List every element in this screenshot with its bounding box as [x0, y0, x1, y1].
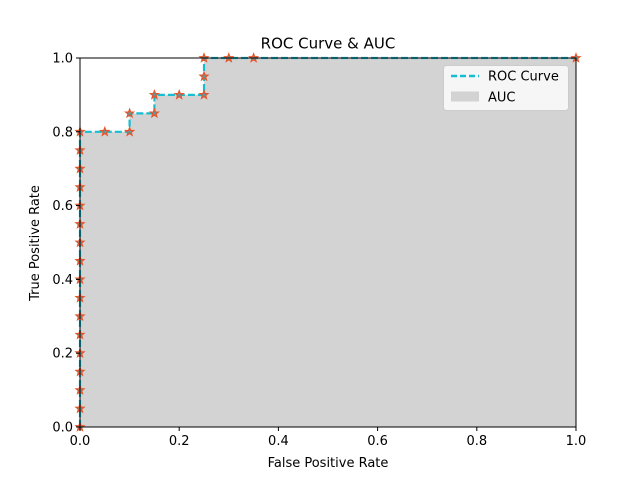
y-tick-label: 0.0 — [52, 421, 73, 436]
roc-point-marker — [198, 70, 210, 82]
auc-area — [80, 58, 576, 427]
x-tick-label: 0.4 — [268, 434, 289, 449]
roc-point-marker — [99, 125, 111, 137]
y-tick-label: 0.4 — [52, 273, 73, 288]
legend-auc-swatch — [451, 91, 479, 102]
legend-auc-label: AUC — [488, 91, 516, 106]
y-tick-label: 1.0 — [52, 52, 73, 67]
x-axis-label: False Positive Rate — [268, 456, 389, 471]
legend-roc-label: ROC Curve — [488, 70, 559, 85]
y-tick-label: 0.8 — [52, 125, 73, 140]
y-tick-label: 0.6 — [52, 199, 73, 214]
x-tick-label: 1.0 — [566, 434, 587, 449]
y-axis-label: True Positive Rate — [28, 185, 43, 302]
x-tick-label: 0.8 — [466, 434, 487, 449]
legend: ROC Curve AUC — [443, 65, 569, 111]
roc-point-marker — [148, 107, 161, 119]
x-tick-label: 0.2 — [169, 434, 190, 449]
roc-point-marker — [123, 125, 136, 137]
roc-point-marker — [123, 107, 136, 119]
roc-point-marker — [148, 88, 161, 100]
y-axis-ticks: 0.0 0.2 0.4 0.6 0.8 1.0 — [52, 52, 80, 436]
chart-title: ROC Curve & AUC — [261, 35, 396, 53]
plot-frame — [79, 57, 577, 428]
roc-point-marker — [198, 88, 210, 100]
roc-point-marker — [173, 88, 185, 100]
y-tick-label: 0.2 — [52, 347, 73, 362]
plot-area — [74, 52, 582, 432]
x-tick-label: 0.6 — [367, 434, 388, 449]
x-axis-ticks: 0.0 0.2 0.4 0.6 0.8 1.0 — [70, 427, 587, 449]
x-tick-label: 0.0 — [70, 434, 91, 449]
